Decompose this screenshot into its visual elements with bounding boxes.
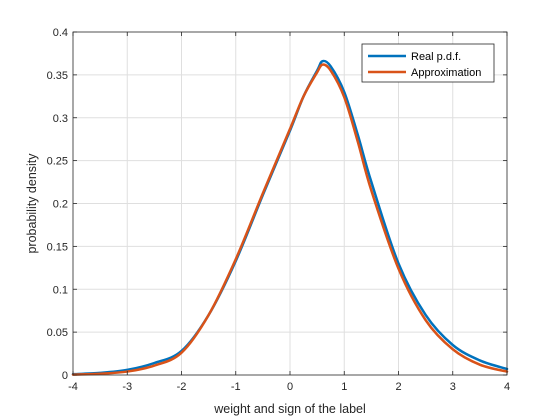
x-tick-labels: -4 -3 -2 -1 0 1 2 3 4 [68,381,510,393]
x-tick-label: -3 [122,381,132,393]
series-line-approximation [71,63,509,376]
y-tick-label: 0.1 [53,284,68,296]
tick-marks [72,31,508,376]
y-tick-labels: 0 0.05 0.1 0.15 0.2 0.25 0.3 0.35 0.4 [47,27,68,382]
x-tick-label: -1 [231,381,241,393]
x-axis-label: weight and sign of the label [213,402,366,416]
legend-entry-real: Real p.d.f. [411,51,461,63]
x-tick-label: -4 [68,381,78,393]
y-tick-label: 0.25 [47,156,68,168]
series-layer [71,59,509,376]
legend-entry-approximation: Approximation [411,67,481,79]
y-tick-label: 0.2 [53,199,68,211]
y-axis-label: probability density [25,153,39,254]
x-tick-label: 1 [341,381,347,393]
x-tick-label: 4 [504,381,510,393]
x-tick-label: 3 [450,381,456,393]
x-tick-label: 0 [287,381,293,393]
x-tick-label: 2 [395,381,401,393]
y-tick-label: 0.35 [47,70,68,82]
y-tick-label: 0.4 [53,27,68,39]
x-tick-label: -2 [177,381,187,393]
legend: Real p.d.f. Approximation [361,43,495,83]
legend-box [361,43,495,83]
y-tick-label: 0.05 [47,327,68,339]
y-tick-label: 0.3 [53,113,68,125]
y-tick-label: 0 [62,370,68,382]
grid [73,32,507,375]
y-tick-label: 0.15 [47,241,68,253]
